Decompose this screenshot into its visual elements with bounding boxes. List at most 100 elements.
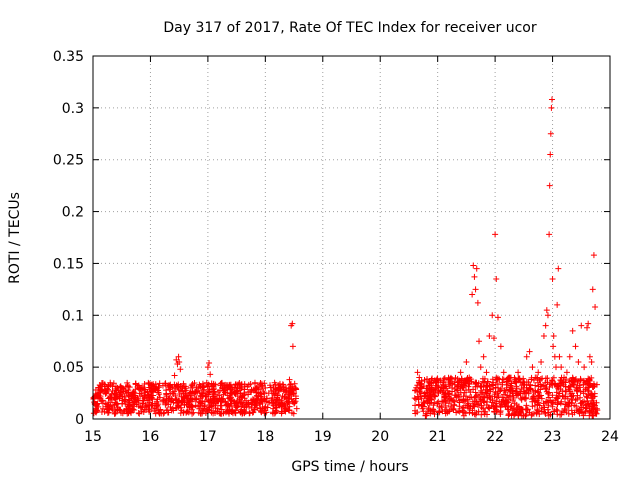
data-point [477,364,484,371]
band-marker [577,375,584,382]
band-marker [542,375,549,382]
band-marker [428,376,435,383]
band-marker [464,396,471,403]
band-marker [109,402,116,409]
data-point [457,369,464,376]
band-marker [483,411,490,418]
band-marker [528,412,535,419]
data-point [123,390,130,397]
data-point [167,384,174,391]
band-marker [113,387,120,394]
data-point [550,333,557,340]
data-points [91,96,599,410]
band-marker [554,407,561,414]
band-marker [167,398,174,405]
band-marker [420,408,427,415]
data-point [137,393,144,400]
band-marker [465,404,472,411]
band-marker [179,398,186,405]
band-marker [203,393,210,400]
data-point [152,400,159,407]
data-point [428,384,435,391]
band-marker [455,382,462,389]
band-marker [273,404,280,411]
band-marker [565,403,572,410]
band-marker [429,407,436,414]
band-marker [473,379,480,386]
data-point [547,130,554,137]
band-marker [532,388,539,395]
band-marker [169,390,176,397]
data-point [454,386,461,393]
band-marker [117,384,124,391]
data-point [206,359,213,366]
band-marker [259,404,266,411]
data-point [231,390,238,397]
band-marker [499,381,506,388]
band-marker [260,389,267,396]
band-marker [231,399,238,406]
data-point [176,358,183,365]
band-marker [443,385,450,392]
data-point [160,397,167,404]
band-marker [234,402,241,409]
band-marker [119,400,126,407]
band-marker [492,384,499,391]
band-marker [113,401,120,408]
band-marker [486,405,493,412]
band-marker [542,399,549,406]
band-marker [489,397,496,404]
band-marker [582,408,589,415]
band-marker [291,400,298,407]
data-point [550,343,557,350]
band-marker [455,407,462,414]
band-marker [412,387,419,394]
data-point [104,403,111,410]
band-marker [239,409,246,416]
y-tick-label: 0.05 [53,360,84,376]
band-marker [102,387,109,394]
data-point [163,393,170,400]
y-tick-label: 0.35 [53,49,84,65]
band-marker [505,399,512,406]
band-marker [545,389,552,396]
band-marker [205,406,212,413]
band-marker [465,400,472,407]
band-marker [411,395,418,402]
band-marker [491,405,498,412]
data-point [262,384,269,391]
band-marker [451,402,458,409]
band-marker [591,390,598,397]
band-marker [451,398,458,405]
y-tick-label: 0 [75,412,84,428]
band-marker [436,403,443,410]
data-point [569,327,576,334]
data-point [126,399,133,406]
data-point [446,390,453,397]
band-marker [196,381,203,388]
data-point [217,397,224,404]
data-point [526,348,533,355]
band-marker [433,376,440,383]
data-point [548,104,555,111]
data-point [148,395,155,402]
data-point [204,364,211,371]
data-point [227,381,234,388]
data-point [535,369,542,376]
band-marker [542,409,549,416]
data-point [476,338,483,345]
band-marker [476,394,483,401]
band-marker [587,381,594,388]
band-marker [173,382,180,389]
data-point [588,358,595,365]
x-tick-label: 21 [429,429,447,445]
data-point [547,151,554,158]
band-marker [293,405,300,412]
band-marker [246,410,253,417]
data-point [492,231,499,238]
band-marker [283,395,290,402]
axes: 15 16 17 18 19 20 21 22 23 24 0 0.05 0.1 0.15 0.2 0.25 0… [53,49,619,445]
band-marker [516,408,523,415]
band-marker [191,380,198,386]
band-marker [577,388,584,395]
